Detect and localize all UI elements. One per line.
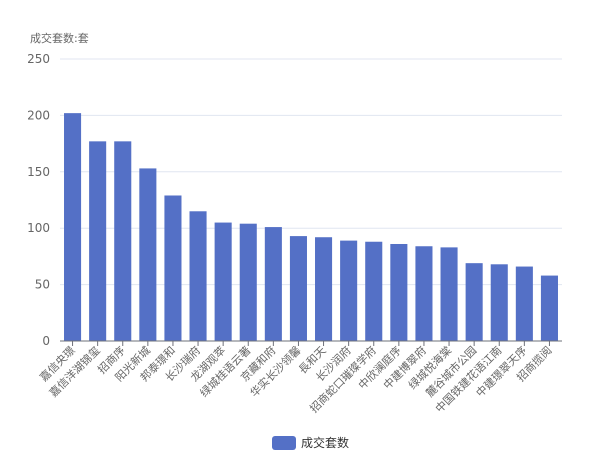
bar[interactable] [365,241,383,341]
y-tick-label: 50 [35,278,50,292]
bar[interactable] [490,264,508,341]
y-tick-label: 200 [27,108,50,122]
legend-label[interactable]: 成交套数 [301,435,349,450]
y-axis-ticks: 0 50 100 150 200 250 [27,52,50,348]
bar[interactable] [440,247,458,341]
y-tick-label: 0 [42,334,50,348]
bar[interactable] [139,168,157,341]
bar[interactable] [64,113,82,341]
y-tick-label: 150 [27,165,50,179]
bar[interactable] [415,246,433,341]
x-axis-labels: 嘉信央璟嘉信洋湖锦玺招商序阳光新城邦泰璟和长沙瑞府龙湖观萃绿城桂语云著京藏和府华… [37,341,555,415]
bar[interactable] [239,223,257,341]
bar[interactable] [89,141,107,341]
legend[interactable]: 成交套数 [272,435,349,450]
y-tick-label: 250 [27,52,50,66]
bar[interactable] [340,240,358,341]
bar[interactable] [264,227,282,341]
bar[interactable] [540,275,558,341]
bar[interactable] [189,211,207,341]
bar[interactable] [164,195,182,341]
bar[interactable] [390,243,408,341]
bar-series [64,113,558,341]
y-axis-unit-label: 成交套数:套 [30,31,89,45]
gridlines [60,58,562,286]
bar[interactable] [214,222,232,341]
bar[interactable] [465,263,483,341]
y-tick-label: 100 [27,221,50,235]
legend-swatch[interactable] [272,436,296,450]
bar[interactable] [515,266,533,341]
bar[interactable] [289,236,307,341]
bar[interactable] [315,237,333,341]
bar[interactable] [114,141,132,341]
